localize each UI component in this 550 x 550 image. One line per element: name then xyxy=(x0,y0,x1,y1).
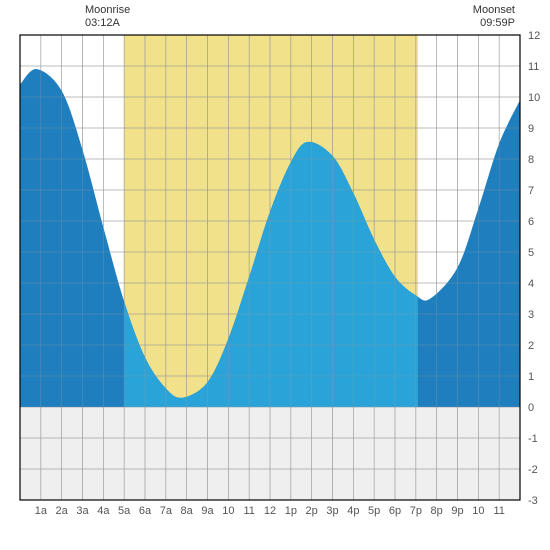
y-tick-label: -1 xyxy=(528,433,538,445)
chart-svg: 1a2a3a4a5a6a7a8a9a1011121p2p3p4p5p6p7p8p… xyxy=(0,0,550,550)
moonrise-title: Moonrise xyxy=(85,4,130,17)
x-tick-label: 7a xyxy=(160,505,173,517)
x-tick-label: 6a xyxy=(139,505,152,517)
x-tick-label: 9a xyxy=(201,505,214,517)
y-tick-label: 4 xyxy=(528,278,534,290)
x-tick-label: 5p xyxy=(368,505,380,517)
y-tick-label: 1 xyxy=(528,371,534,383)
y-tick-label: 6 xyxy=(528,216,534,228)
y-tick-label: 2 xyxy=(528,340,534,352)
moonset-title: Moonset xyxy=(473,4,515,17)
x-tick-label: 4p xyxy=(347,505,359,517)
x-tick-label: 8p xyxy=(431,505,443,517)
y-tick-label: 7 xyxy=(528,185,534,197)
y-tick-label: 10 xyxy=(528,92,540,104)
x-tick-label: 11 xyxy=(493,505,504,517)
x-tick-label: 3a xyxy=(76,505,89,517)
y-tick-label: 3 xyxy=(528,309,534,321)
y-tick-label: -3 xyxy=(528,495,538,507)
x-tick-label: 9p xyxy=(451,505,463,517)
y-tick-label: 5 xyxy=(528,247,534,259)
y-tick-label: 11 xyxy=(528,61,539,73)
y-tick-label: 0 xyxy=(528,402,534,414)
x-tick-label: 1p xyxy=(285,505,297,517)
y-tick-label: -2 xyxy=(528,464,538,476)
y-tick-label: 8 xyxy=(528,154,534,166)
x-tick-label: 7p xyxy=(410,505,422,517)
tide-chart: Moonrise 03:12A Moonset 09:59P 1a 2a 3a 4a 5… xyxy=(0,0,550,550)
moonset-time: 09:59P xyxy=(473,17,515,30)
x-tick-label: 11 xyxy=(243,505,254,517)
x-tick-label: 10 xyxy=(222,505,234,517)
moonrise-label: Moonrise 03:12A xyxy=(85,4,130,30)
x-tick-label: 12 xyxy=(264,505,276,517)
x-tick-label: 10 xyxy=(472,505,484,517)
x-tick-label: 3p xyxy=(326,505,338,517)
x-tick-label: 2a xyxy=(56,505,69,517)
y-tick-label: 9 xyxy=(528,123,534,135)
y-tick-label: 12 xyxy=(528,30,540,42)
x-tick-label: 5a xyxy=(118,505,131,517)
moonrise-time: 03:12A xyxy=(85,17,130,30)
x-tick-label: 6p xyxy=(389,505,401,517)
x-tick-label: 8a xyxy=(181,505,194,517)
x-tick-label: 1a xyxy=(35,505,48,517)
x-tick-label: 2p xyxy=(306,505,318,517)
x-tick-label: 4a xyxy=(97,505,110,517)
moonset-label: Moonset 09:59P xyxy=(473,4,515,30)
